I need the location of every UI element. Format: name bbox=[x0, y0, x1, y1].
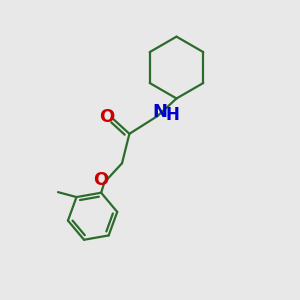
Text: O: O bbox=[93, 171, 109, 189]
Text: H: H bbox=[166, 106, 180, 124]
Text: N: N bbox=[152, 103, 167, 121]
Text: O: O bbox=[99, 108, 114, 126]
